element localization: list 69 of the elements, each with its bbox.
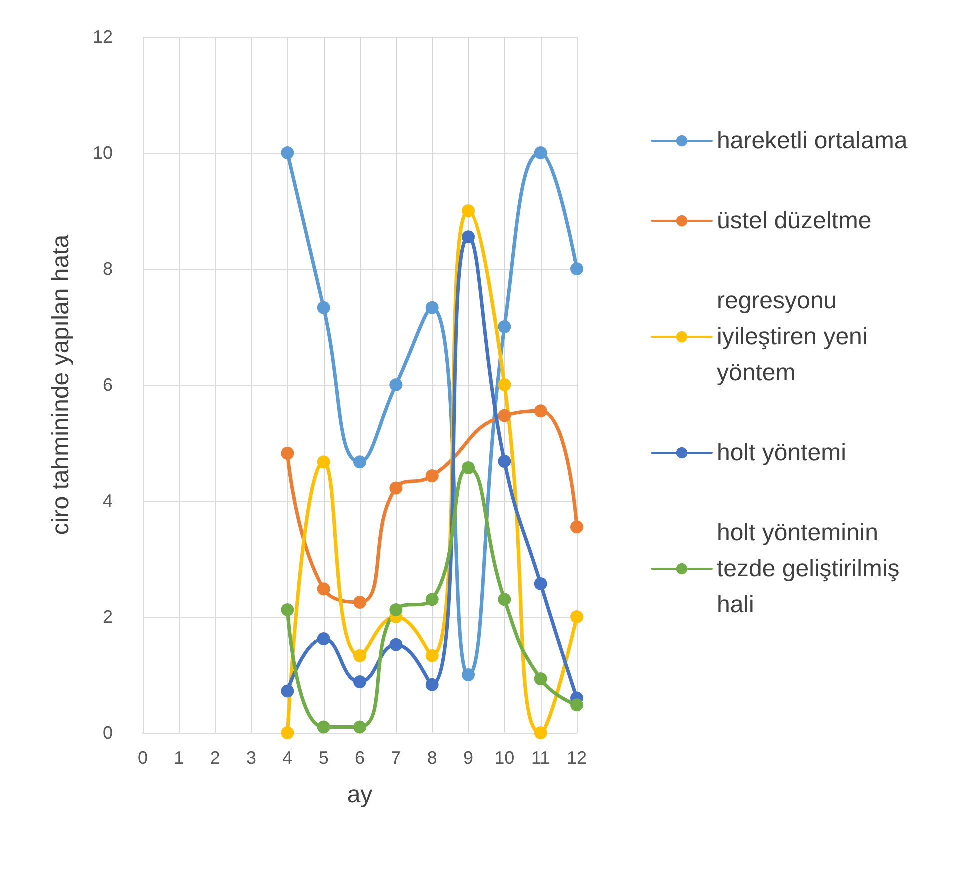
- point: [354, 720, 366, 734]
- point: [281, 684, 294, 698]
- x-tick-label: 0: [138, 748, 148, 768]
- x-tick-label: 8: [427, 748, 438, 768]
- legend-label: hareketli ortalama: [717, 128, 908, 154]
- y-tick-label: 10: [92, 143, 113, 163]
- point: [570, 698, 584, 712]
- y-tick-label: 8: [102, 259, 113, 279]
- point: [426, 470, 439, 483]
- legend-label: regresyonu iyileştiren yeni yöntem: [717, 288, 874, 386]
- y-tick-label: 12: [92, 27, 113, 47]
- legend-label: holt yönteminin tezde geliştirilmiş hali: [717, 520, 906, 618]
- point: [570, 262, 584, 276]
- point: [317, 456, 330, 469]
- x-tick-label: 3: [246, 748, 257, 768]
- x-tick-label: 7: [391, 748, 402, 768]
- point: [570, 610, 584, 624]
- y-tick-label: 4: [102, 491, 113, 511]
- x-tick-label: 12: [566, 748, 588, 768]
- point: [354, 596, 366, 609]
- point: [426, 301, 439, 314]
- x-tick-label: 6: [354, 748, 366, 768]
- point: [390, 604, 403, 617]
- point: [498, 593, 512, 606]
- point: [534, 404, 548, 418]
- legend-label: holt yöntemi: [717, 440, 846, 466]
- y-axis-title: ciro tahmininde yapılan hata: [48, 234, 74, 536]
- point: [390, 378, 403, 392]
- point: [354, 675, 366, 688]
- point: [426, 649, 439, 662]
- point: [281, 604, 294, 617]
- x-tick-label: 10: [494, 748, 515, 768]
- point: [570, 520, 584, 534]
- point: [534, 146, 548, 160]
- point: [281, 726, 294, 740]
- point: [534, 726, 548, 740]
- x-tick-label: 9: [463, 748, 474, 768]
- point: [534, 577, 548, 590]
- point: [390, 638, 403, 652]
- point: [462, 668, 475, 682]
- legend-label: üstel düzeltme: [717, 208, 872, 234]
- point: [498, 378, 512, 392]
- point: [317, 582, 330, 596]
- point: [281, 146, 294, 160]
- point: [317, 301, 330, 314]
- point: [317, 720, 330, 734]
- point: [462, 204, 475, 218]
- y-tick-label: 6: [102, 375, 113, 395]
- point: [354, 456, 366, 469]
- point: [462, 230, 475, 244]
- point: [317, 632, 330, 646]
- point: [498, 409, 512, 422]
- y-tick-label: 2: [102, 607, 113, 627]
- point: [426, 593, 439, 606]
- point: [462, 461, 475, 474]
- x-axis-title: ay: [347, 782, 373, 808]
- x-tick-label: 4: [282, 748, 293, 768]
- y-tick-label: 0: [102, 723, 113, 743]
- point: [534, 672, 548, 686]
- point: [390, 482, 403, 495]
- x-tick-label: 2: [210, 748, 220, 768]
- x-tick-label: 11: [531, 748, 550, 768]
- point: [498, 455, 512, 468]
- point: [426, 678, 439, 692]
- point: [498, 320, 512, 334]
- point: [354, 649, 366, 662]
- x-tick-label: 1: [174, 748, 184, 768]
- x-tick-label: 5: [318, 748, 329, 768]
- point: [281, 446, 294, 460]
